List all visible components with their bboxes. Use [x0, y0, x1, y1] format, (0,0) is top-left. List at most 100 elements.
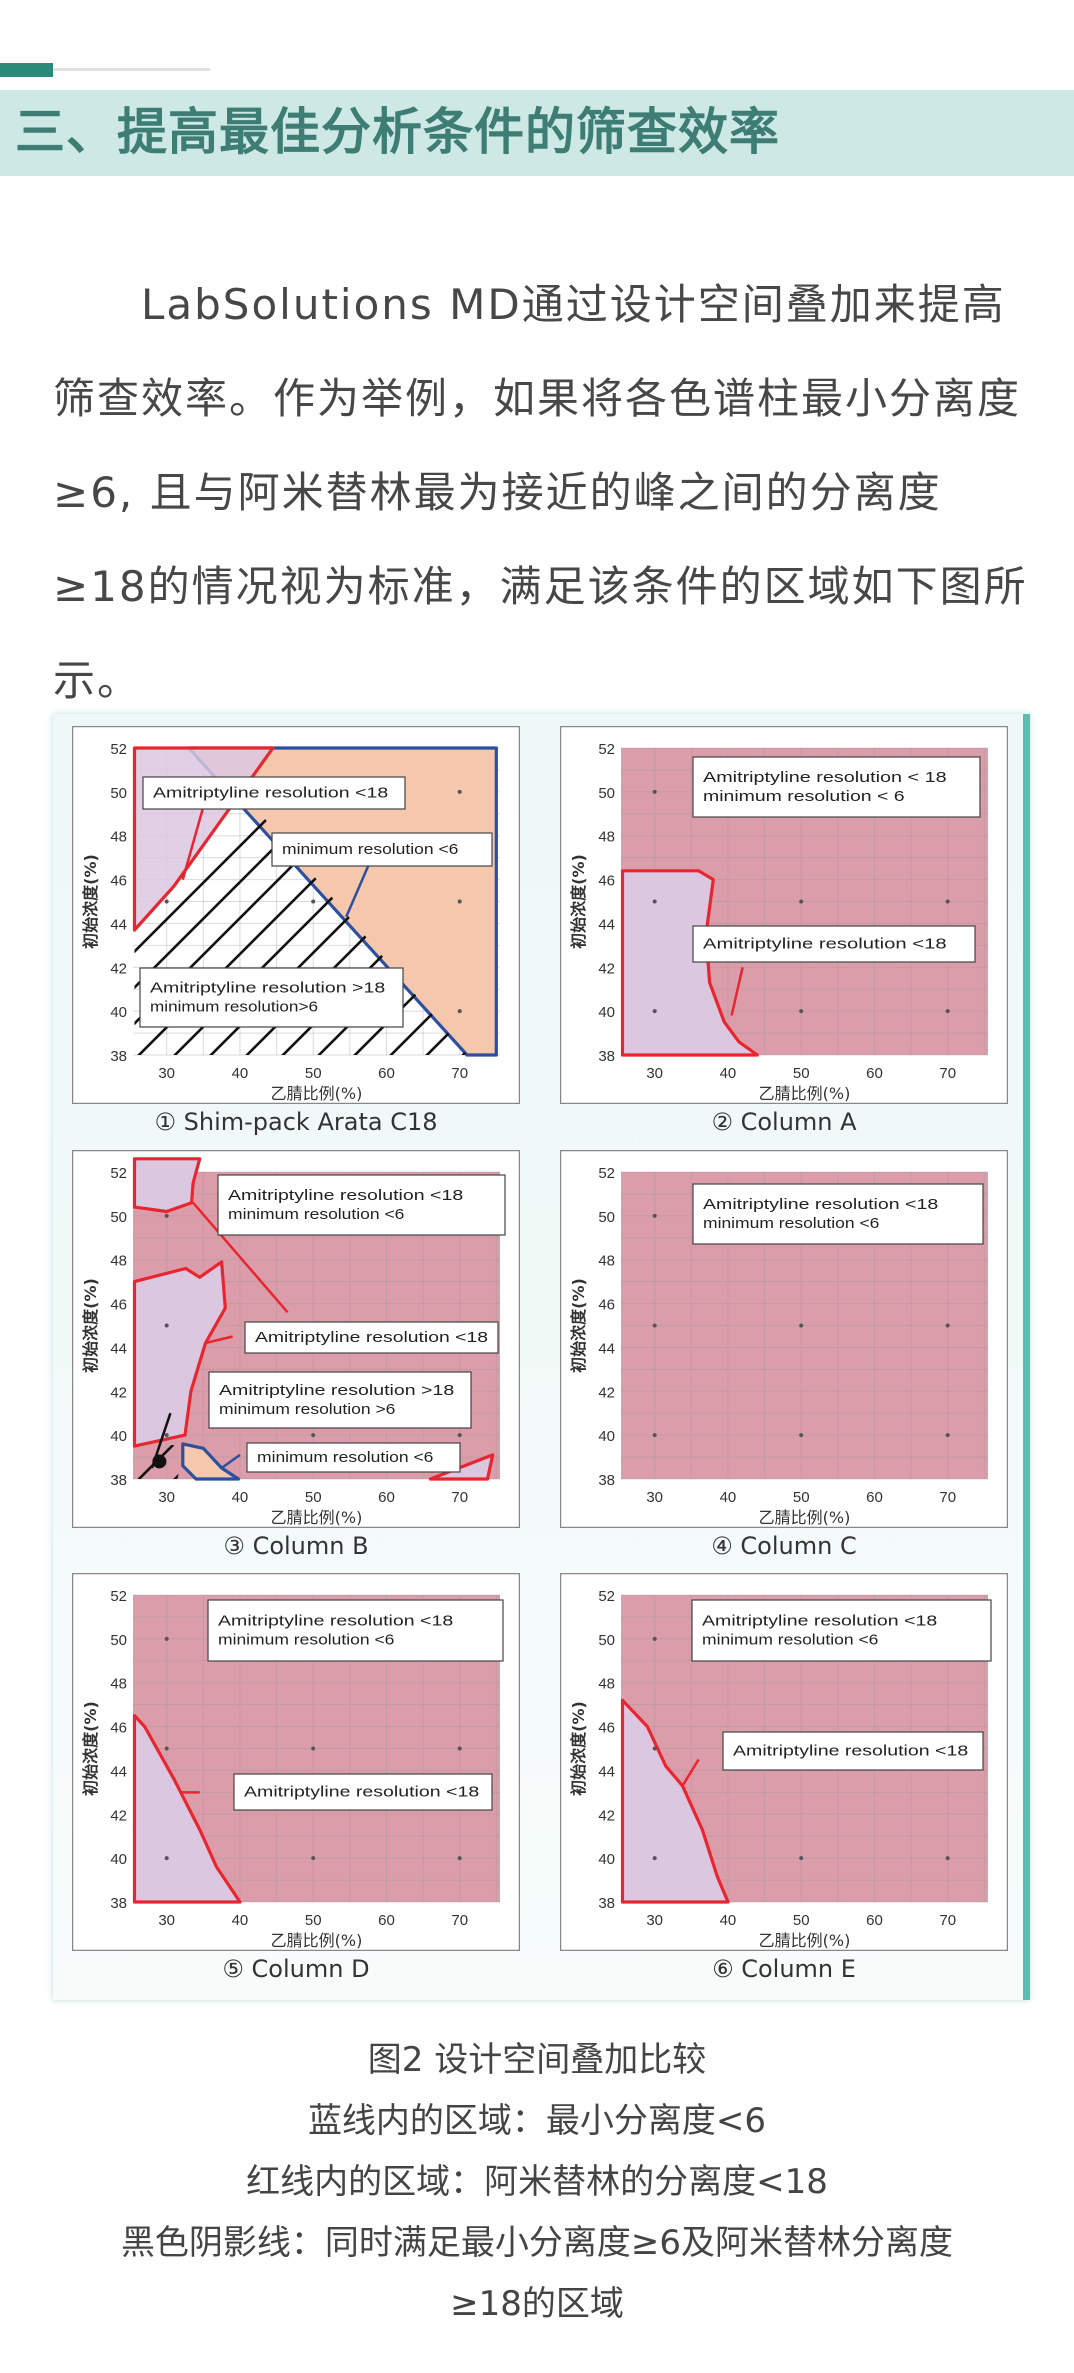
y-axis-label: 初始浓度(%)	[81, 854, 100, 949]
sample-point	[652, 1323, 657, 1328]
y-tick-label: 46	[110, 1297, 127, 1314]
x-tick-label: 70	[939, 1912, 956, 1929]
figure-caption-line: 黑色阴影线：同时满足最小分离度≥6及阿米替林分离度	[120, 2223, 954, 2263]
annotation-box: Amitriptyline resolution <18 minimum reso…	[207, 1599, 504, 1662]
region-purple	[620, 869, 759, 1057]
leader-line	[192, 1201, 289, 1314]
y-tick-label: 38	[598, 1048, 615, 1065]
y-tick-label: 48	[598, 829, 615, 846]
annotation-text: minimum resolution <6	[703, 1215, 879, 1232]
y-tick-label: 40	[598, 1851, 615, 1868]
annotation-box: Amitriptyline resolution <18	[142, 776, 406, 810]
x-tick-label: 30	[158, 1912, 175, 1929]
sample-point	[311, 899, 316, 904]
annotation-box: Amitriptyline resolution >18 minimum reso…	[208, 1371, 472, 1429]
y-tick-label: 50	[110, 1632, 127, 1649]
annotation-frame	[692, 756, 981, 818]
region-purple	[132, 1714, 242, 1904]
sample-point	[311, 1746, 316, 1751]
y-tick-label: 50	[598, 1209, 615, 1226]
y-tick-label: 42	[110, 1384, 127, 1401]
panel-chart: 38 40 42 44 46 48 50 52 30 40 50 60 70 乙腈比例(%) 初始浓度(%)…	[72, 1573, 520, 1951]
optimum-point-marker	[152, 1454, 167, 1469]
y-tick-label: 46	[110, 873, 127, 890]
sample-point	[164, 1213, 169, 1218]
annotation-frame	[244, 1321, 499, 1354]
sample-point	[164, 1746, 169, 1751]
y-tick-label: 46	[598, 1720, 615, 1737]
x-tick-label: 70	[451, 1489, 468, 1506]
annotation-frame	[246, 1442, 461, 1473]
y-tick-label: 52	[110, 1588, 127, 1605]
sample-point	[945, 899, 950, 904]
y-tick-label: 42	[598, 1384, 615, 1401]
y-tick-label: 50	[598, 785, 615, 802]
y-tick-label: 44	[110, 916, 127, 933]
annotation-box: Amitriptyline resolution <18 minimum reso…	[691, 1599, 992, 1662]
x-tick-label: 70	[939, 1065, 956, 1082]
x-tick-label: 60	[378, 1065, 395, 1082]
y-tick-label: 50	[110, 1209, 127, 1226]
y-tick-label: 52	[110, 1165, 127, 1182]
leader-line	[345, 857, 373, 918]
y-tick-label: 40	[598, 1004, 615, 1021]
y-tick-label: 48	[110, 1253, 127, 1270]
sample-point	[799, 1009, 804, 1014]
x-tick-label: 30	[646, 1912, 663, 1929]
x-tick-label: 50	[793, 1065, 810, 1082]
y-tick-label: 42	[110, 960, 127, 977]
panel-4: 38 40 42 44 46 48 50 52 30 40 50 60 70 乙腈比例(%) 初始浓度(%)…	[560, 1150, 1008, 1570]
sample-point	[799, 1856, 804, 1861]
x-tick-label: 50	[305, 1065, 322, 1082]
y-tick-label: 44	[110, 1340, 127, 1357]
figure-caption-block: 图2 设计空间叠加比较 蓝线内的区域：最小分离度<6 红线内的区域：阿米替林的分…	[0, 2030, 1074, 2335]
body-paragraph: LabSolutions MD通过设计空间叠加来提高筛查效率。作为举例，如果将各…	[53, 280, 1028, 705]
annotation-text: Amitriptyline resolution < 18	[703, 769, 947, 786]
annotation-text: Amitriptyline resolution <18	[703, 1196, 938, 1213]
sample-point	[652, 1213, 657, 1218]
annotation-text: minimum resolution <6	[218, 1632, 394, 1649]
x-tick-label: 40	[720, 1065, 737, 1082]
annotation-frame	[217, 1174, 506, 1236]
y-tick-label: 46	[598, 1297, 615, 1314]
panel-chart: 38 40 42 44 46 48 50 52 30 40 50 60 70 乙腈比例(%) 初始浓度(%)…	[560, 1150, 1008, 1528]
panel-chart: 38 40 42 44 46 48 50 52 30 40 50 60 70 乙腈比例(%) 初始浓度(%)…	[72, 726, 520, 1104]
x-tick-label: 30	[158, 1489, 175, 1506]
x-tick-label: 70	[939, 1489, 956, 1506]
sample-point	[799, 899, 804, 904]
annotation-frame	[142, 776, 406, 810]
annotation-box: Amitriptyline resolution < 18 minimum res…	[692, 756, 981, 818]
x-tick-label: 60	[866, 1912, 883, 1929]
annotation-frame	[139, 967, 404, 1028]
panel-caption: ⑥ Column E	[712, 1955, 856, 1983]
annotation-text: Amitriptyline resolution >18	[219, 1382, 454, 1399]
sample-point	[164, 1433, 169, 1438]
y-tick-label: 50	[110, 785, 127, 802]
region-purple	[132, 1260, 227, 1448]
region-purple	[620, 1698, 730, 1904]
panel-caption: ⑤ Column D	[222, 1955, 370, 1983]
x-tick-label: 40	[720, 1489, 737, 1506]
figure-caption-line: 红线内的区域：阿米替林的分离度<18	[246, 2162, 828, 2202]
annotation-box: Amitriptyline resolution <18 minimum reso…	[217, 1174, 506, 1236]
annotation-box: Amitriptyline resolution >18 minimum reso…	[139, 967, 404, 1028]
figure-caption-line: ≥18的区域	[450, 2284, 624, 2324]
y-tick-label: 52	[598, 1588, 615, 1605]
y-tick-label: 48	[598, 1676, 615, 1693]
figure-design-space-comparison: 38 40 42 44 46 48 50 52 30 40 50 60 70 乙腈比例(%) 初始浓度(%)…	[53, 714, 1030, 2000]
y-tick-label: 44	[598, 1763, 615, 1780]
x-tick-label: 50	[305, 1489, 322, 1506]
annotation-text: Amitriptyline resolution <18	[703, 936, 947, 953]
x-tick-label: 40	[232, 1912, 249, 1929]
y-tick-label: 42	[598, 1807, 615, 1824]
annotation-frame	[691, 1599, 992, 1662]
y-axis-label: 初始浓度(%)	[81, 1701, 100, 1796]
annotation-text: Amitriptyline resolution >18	[150, 980, 385, 997]
y-tick-label: 46	[110, 1720, 127, 1737]
figure-caption-title: 图2 设计空间叠加比较	[367, 2040, 707, 2080]
sample-point	[457, 789, 462, 794]
y-tick-label: 46	[598, 873, 615, 890]
y-tick-label: 38	[110, 1472, 127, 1489]
panel-caption: ① Shim-pack Arata C18	[154, 1108, 438, 1136]
annotation-frame	[692, 1183, 984, 1245]
